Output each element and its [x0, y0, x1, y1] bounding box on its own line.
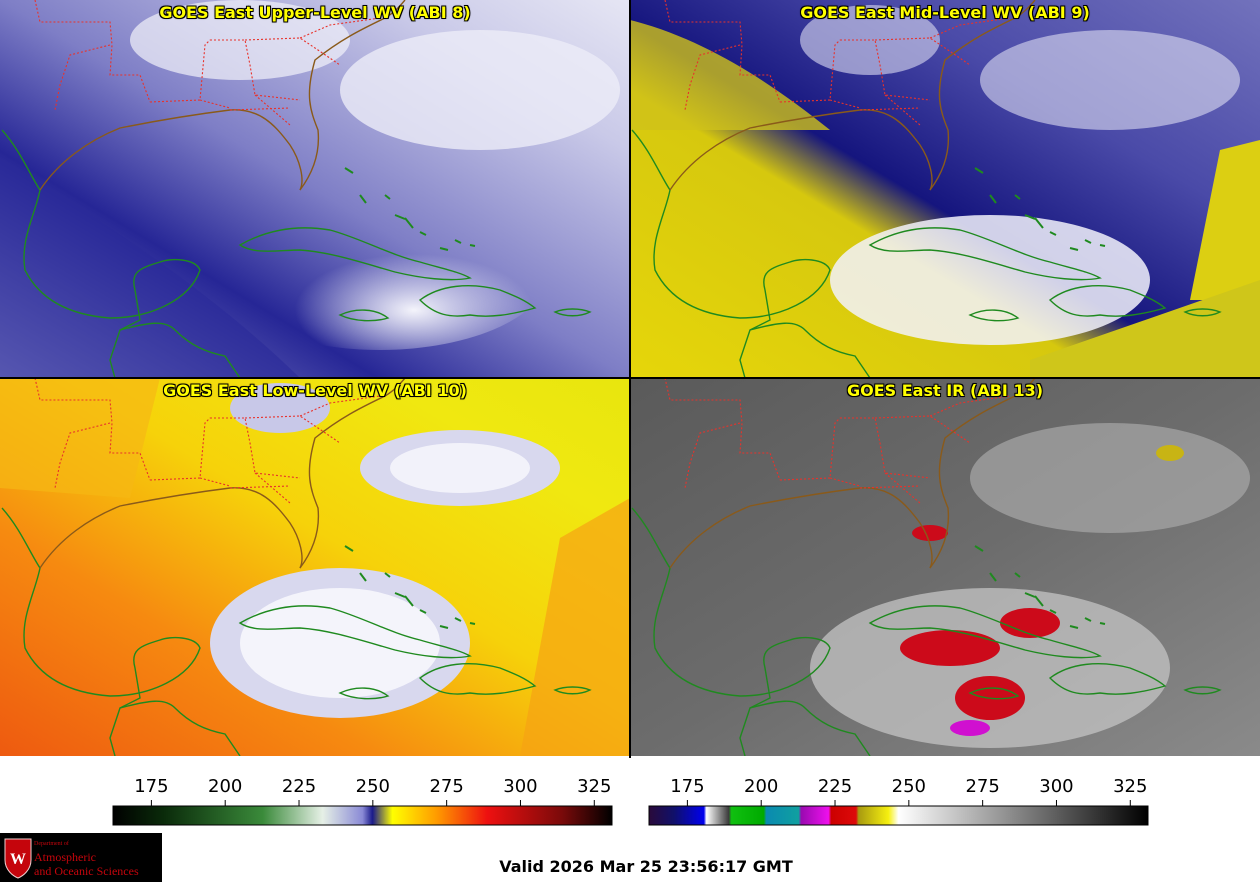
- panel-mid-level-wv: GOES East Mid-Level WV (ABI 9): [630, 0, 1260, 378]
- valid-time: Valid 2026 Mar 25 23:56:17 GMT: [499, 857, 793, 876]
- colorbar-tick-label: 250: [892, 776, 926, 797]
- uw-crest-icon: W: [4, 838, 32, 879]
- colorbar-tick-label: 200: [744, 776, 778, 797]
- panel-title: GOES East Mid-Level WV (ABI 9): [800, 3, 1090, 22]
- colorbar-tick-label: 275: [429, 776, 463, 797]
- colorbar-tick-label: 250: [356, 776, 390, 797]
- panel-title: GOES East Low-Level WV (ABI 10): [163, 381, 467, 400]
- colorbar-tick-label: 200: [208, 776, 242, 797]
- satellite-image-mid-wv: [630, 0, 1260, 378]
- colorbar-tick-label: 225: [818, 776, 852, 797]
- colorbar-tick-label: 275: [965, 776, 999, 797]
- satellite-image-upper-wv: [0, 0, 630, 378]
- panel-ir: GOES East IR (ABI 13): [630, 378, 1260, 756]
- colorbar-tick-label: 325: [1113, 776, 1147, 797]
- logo-line1: Atmospheric: [34, 850, 96, 864]
- colorbar-tick-label: 300: [1039, 776, 1073, 797]
- panel-upper-level-wv: GOES East Upper-Level WV (ABI 8): [0, 0, 630, 378]
- panel-title: GOES East Upper-Level WV (ABI 8): [159, 3, 471, 22]
- colorbar-ir: 175 200 225 250 275 300 325: [648, 758, 1149, 828]
- satellite-image-ir: [630, 378, 1260, 756]
- colorbar-tick-label: 175: [670, 776, 704, 797]
- colorbar-wv-scale: [112, 805, 613, 826]
- aos-logo: W Department of Atmospheric and Oceanic …: [0, 833, 162, 882]
- colorbar-tick-label: 225: [282, 776, 316, 797]
- colorbar-tick-label: 175: [134, 776, 168, 797]
- svg-text:W: W: [10, 851, 26, 868]
- satellite-image-low-wv: [0, 378, 630, 756]
- panel-title: GOES East IR (ABI 13): [846, 381, 1044, 400]
- colorbar-tick-label: 300: [503, 776, 537, 797]
- colorbar-tick-label: 325: [577, 776, 611, 797]
- panel-divider-vertical: [629, 0, 631, 758]
- panel-low-level-wv: GOES East Low-Level WV (ABI 10): [0, 378, 630, 756]
- colorbar-wv: 175 200 225 250 275 300 325: [112, 758, 613, 828]
- logo-dept-text: Department of: [34, 841, 69, 847]
- panel-divider-horizontal: [0, 377, 1260, 379]
- logo-line2: and Oceanic Sciences: [34, 864, 139, 878]
- colorbar-ir-scale: [648, 805, 1149, 826]
